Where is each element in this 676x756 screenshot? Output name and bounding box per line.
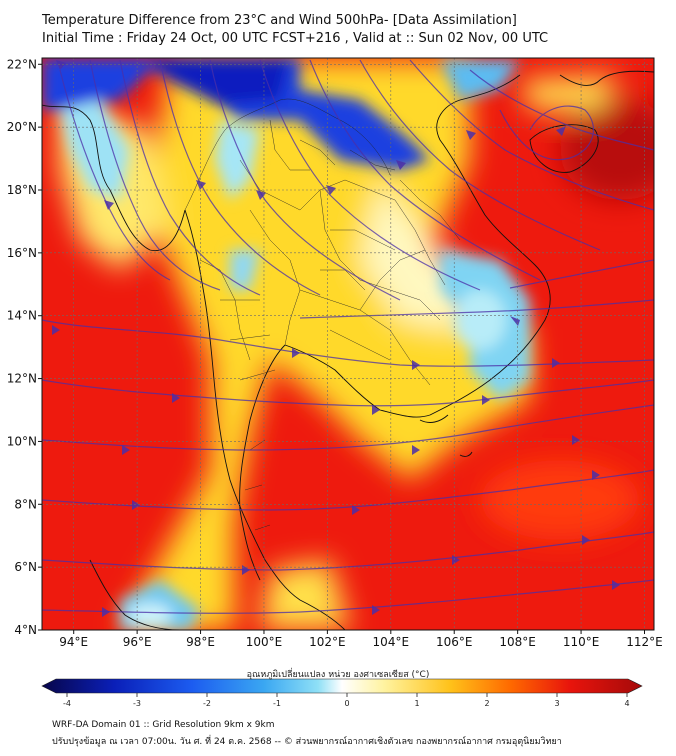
lon-tick-label: 98°E [186,635,215,649]
colorbar-strip [41,678,643,694]
footer-update-info: ปรับปรุงข้อมูล ณ เวลา 07:00น. วัน ศ. ที่… [52,737,562,747]
colorbar-tick-label: -1 [273,699,281,708]
lat-tick-label: 18°N [7,183,37,197]
chart-title: Temperature Difference from 23°C and Win… [42,13,517,28]
lat-tick-label: 16°N [7,246,37,260]
lon-tick-label: 106°E [436,635,473,649]
colorbar: -4 -3 -2 -1 0 1 2 3 4 [41,678,643,708]
lat-tick-label: 10°N [7,434,37,448]
colorbar-tick-label: 1 [414,699,419,708]
lon-tick-label: 112°E [626,635,663,649]
lon-tick-label: 94°E [59,635,88,649]
lat-tick-label: 12°N [7,372,37,386]
lat-tick-label: 14°N [7,309,37,323]
lon-tick-label: 96°E [123,635,152,649]
temperature-field [42,58,654,630]
footer-model-info: WRF-DA Domain 01 :: Grid Resolution 9km … [52,720,275,730]
colorbar-ticks: -4 -3 -2 -1 0 1 2 3 4 [63,693,630,708]
colorbar-tick-label: -3 [133,699,141,708]
lat-tick-label: 8°N [14,497,37,511]
lon-tick-label: 108°E [499,635,536,649]
colorbar-tick-label: -2 [203,699,211,708]
lon-tick-label: 104°E [373,635,410,649]
lon-tick-label: 102°E [309,635,346,649]
lat-tick-label: 22°N [7,57,37,71]
lat-tick-label: 4°N [14,623,37,637]
lon-tick-label: 100°E [246,635,283,649]
gridlines [42,58,654,631]
chart-subtitle: Initial Time : Friday 24 Oct, 00 UTC FCS… [42,31,549,46]
colorbar-tick-label: 0 [344,699,349,708]
colorbar-label: อุณหภูมิเปลี่ยนแปลง หน่วย องศาเซลเซียส (… [246,670,430,680]
lon-tick-label: 110°E [563,635,600,649]
wind-arrows [52,60,620,617]
latitude-axis: 4°N 6°N 8°N 10°N 12°N 14°N 16°N 18°N 20°N 22°N [7,57,42,637]
map-frame [41,57,655,631]
lat-tick-label: 6°N [14,560,37,574]
colorbar-tick-label: 4 [624,699,629,708]
colorbar-tick-label: 2 [484,699,489,708]
colorbar-tick-label: 3 [554,699,559,708]
lat-tick-label: 20°N [7,120,37,134]
longitude-axis: 94°E 96°E 98°E 100°E 102°E 104°E 106°E 108°E 110… [59,630,663,649]
colorbar-tick-label: -4 [63,699,71,708]
